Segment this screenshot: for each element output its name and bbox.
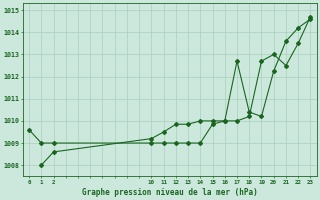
X-axis label: Graphe pression niveau de la mer (hPa): Graphe pression niveau de la mer (hPa) xyxy=(82,188,258,197)
